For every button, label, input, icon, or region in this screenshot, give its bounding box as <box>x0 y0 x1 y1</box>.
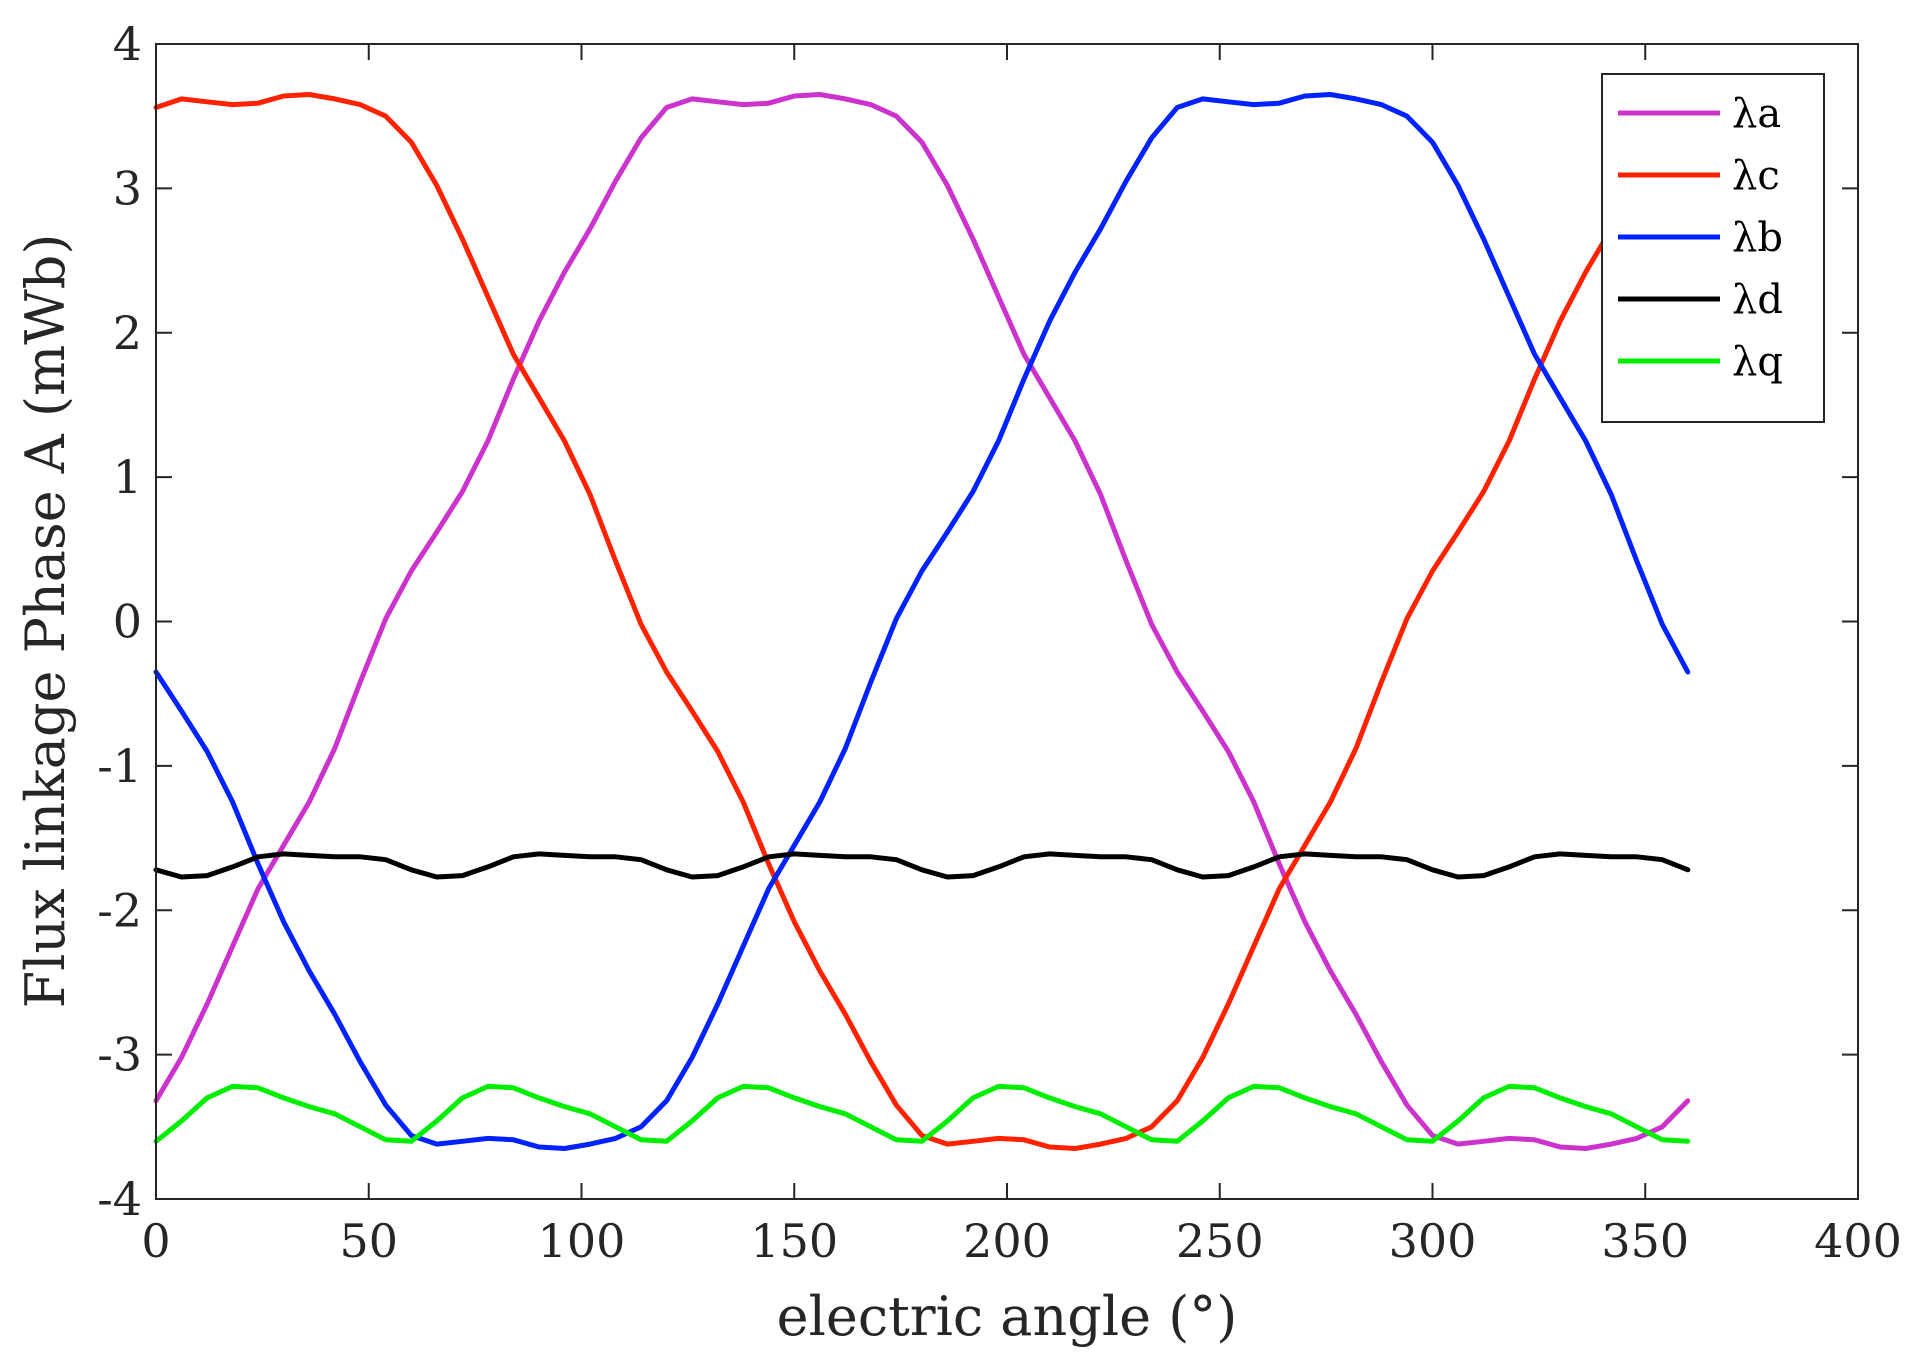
series-line-5 <box>153 1083 1691 1144</box>
legend-label-3: λb <box>1732 215 1783 261</box>
legend-items: λa λc λb λd λq <box>1618 91 1783 385</box>
x-tick-label: 400 <box>1814 1214 1902 1268</box>
legend-label-2: λc <box>1732 153 1780 199</box>
y-tick-label: -3 <box>97 1028 142 1082</box>
y-tick-label: -4 <box>97 1172 142 1226</box>
y-axis-label: Flux linkage Phase A (mWb) <box>14 234 77 1009</box>
series-line-3 <box>153 92 1691 1151</box>
legend: λa λc λb λd λq <box>1601 73 1825 423</box>
series-line-2 <box>153 92 1691 1151</box>
legend-label-4: λd <box>1732 277 1783 323</box>
x-tick-label: 50 <box>339 1214 398 1268</box>
x-tick-label: 150 <box>750 1214 838 1268</box>
ticks-layer: 0 50 100 150 200 250 300 350 400 -4 -3 -2 -1 0 1 2 3 4 <box>97 17 1902 1268</box>
y-tick-label: 4 <box>113 17 142 71</box>
x-tick-label: 350 <box>1601 1214 1689 1268</box>
x-tick-label: 250 <box>1176 1214 1264 1268</box>
legend-label-5: λq <box>1732 339 1783 385</box>
x-tick-label: 0 <box>141 1214 170 1268</box>
x-tick-label: 100 <box>538 1214 626 1268</box>
y-tick-label: 3 <box>113 161 142 215</box>
y-tick-label: -2 <box>97 883 142 937</box>
legend-box <box>1601 73 1825 423</box>
y-tick-label: 0 <box>113 595 142 649</box>
y-tick-label: 1 <box>113 450 142 504</box>
series-line-4 <box>153 851 1691 880</box>
x-tick-label: 300 <box>1389 1214 1477 1268</box>
series-layer <box>153 92 1691 1151</box>
y-tick-label: -1 <box>97 739 142 793</box>
legend-label-1: λa <box>1732 91 1781 137</box>
x-tick-label: 200 <box>963 1214 1051 1268</box>
y-tick-label: 2 <box>113 306 142 360</box>
x-axis-label: electric angle (°) <box>777 1285 1238 1348</box>
series-line-1 <box>153 92 1691 1151</box>
